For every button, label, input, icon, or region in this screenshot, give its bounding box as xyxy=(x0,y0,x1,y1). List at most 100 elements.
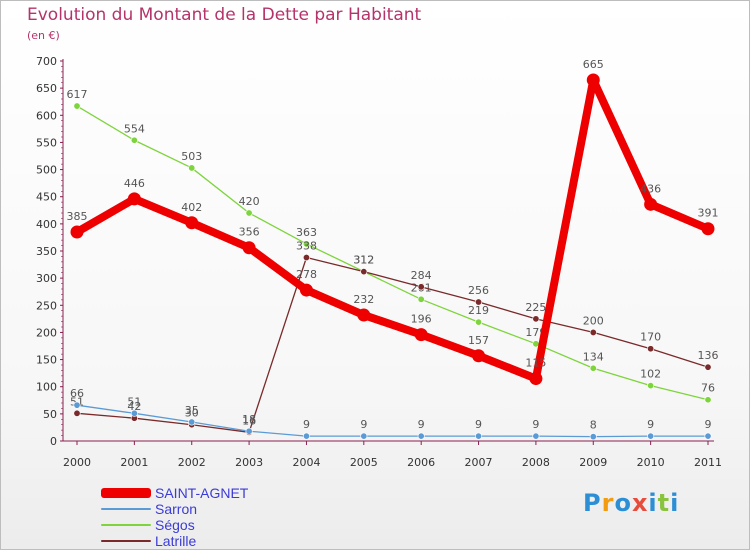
data-label: 200 xyxy=(583,314,604,327)
data-label: 436 xyxy=(640,182,661,195)
y-tick-label: 50 xyxy=(43,408,57,421)
series-line-ségos xyxy=(76,105,709,401)
data-label: 134 xyxy=(583,350,604,363)
x-tick-label: 2011 xyxy=(694,456,722,469)
data-point xyxy=(357,308,371,322)
x-tick-label: 2004 xyxy=(292,456,320,469)
data-label: 18 xyxy=(242,413,256,426)
data-label: 9 xyxy=(303,418,310,431)
legend-item-segos: Ségos xyxy=(101,517,301,533)
data-label: 8 xyxy=(590,419,597,432)
data-point xyxy=(73,401,81,409)
legend-item-saint-agnet: SAINT-AGNET xyxy=(101,485,301,501)
data-point xyxy=(647,432,655,440)
data-point xyxy=(586,73,600,87)
data-point xyxy=(532,432,540,440)
data-point xyxy=(475,318,483,326)
data-label: 665 xyxy=(583,58,604,71)
logo-letter: x xyxy=(631,489,649,517)
y-tick-label: 400 xyxy=(36,218,57,231)
y-tick-label: 250 xyxy=(36,299,57,312)
legend-swatch xyxy=(101,488,151,498)
data-label: 16 xyxy=(242,414,256,427)
data-point xyxy=(414,328,428,342)
data-point xyxy=(188,164,196,172)
x-tick-label: 2009 xyxy=(579,456,607,469)
data-label: 157 xyxy=(468,334,489,347)
data-label: 136 xyxy=(698,349,719,362)
legend-swatch xyxy=(101,508,151,510)
data-point xyxy=(475,298,483,306)
data-label: 385 xyxy=(67,210,88,223)
data-label: 232 xyxy=(353,293,374,306)
data-point xyxy=(701,222,715,236)
data-label: 284 xyxy=(411,269,432,282)
data-label: 9 xyxy=(647,418,654,431)
data-point xyxy=(589,364,597,372)
data-label: 225 xyxy=(525,301,546,314)
x-tick-label: 2010 xyxy=(637,456,665,469)
data-point xyxy=(127,192,141,206)
data-point xyxy=(70,225,84,239)
data-label: 115 xyxy=(525,357,546,370)
data-label: 278 xyxy=(296,268,317,281)
y-tick-label: 300 xyxy=(36,272,57,285)
data-label: 76 xyxy=(701,382,715,395)
data-point xyxy=(472,349,486,363)
legend-swatch xyxy=(101,540,151,542)
data-point xyxy=(188,418,196,426)
data-point xyxy=(130,409,138,417)
x-tick-label: 2005 xyxy=(350,456,378,469)
data-point xyxy=(644,197,658,211)
data-label: 420 xyxy=(239,195,260,208)
legend-label: SAINT-AGNET xyxy=(155,485,249,501)
proxiti-logo: Proxiti xyxy=(583,489,679,517)
data-point xyxy=(417,295,425,303)
data-point xyxy=(704,396,712,404)
data-label: 554 xyxy=(124,122,145,135)
data-point xyxy=(360,268,368,276)
y-tick-label: 450 xyxy=(36,191,57,204)
data-label: 196 xyxy=(411,313,432,326)
data-point xyxy=(475,432,483,440)
y-tick-label: 100 xyxy=(36,381,57,394)
data-label: 30 xyxy=(185,407,199,420)
data-label: 338 xyxy=(296,240,317,253)
data-label: 42 xyxy=(127,400,141,413)
data-label: 9 xyxy=(532,418,539,431)
data-point xyxy=(73,102,81,110)
y-tick-label: 550 xyxy=(36,136,57,149)
data-label: 312 xyxy=(353,254,374,267)
x-tick-label: 2006 xyxy=(407,456,435,469)
logo-letter: i xyxy=(670,489,680,517)
data-point xyxy=(360,432,368,440)
data-label: 170 xyxy=(640,331,661,344)
data-point xyxy=(130,136,138,144)
data-point xyxy=(242,241,256,255)
data-point xyxy=(647,382,655,390)
data-label: 9 xyxy=(360,418,367,431)
data-label: 402 xyxy=(181,201,202,214)
data-label: 35 xyxy=(185,404,199,417)
y-tick-label: 0 xyxy=(50,435,57,448)
x-tick-label: 2003 xyxy=(235,456,263,469)
data-label: 617 xyxy=(67,88,88,101)
data-point xyxy=(245,209,253,217)
data-label: 51 xyxy=(127,395,141,408)
data-label: 9 xyxy=(418,418,425,431)
data-point xyxy=(417,432,425,440)
x-tick-label: 2008 xyxy=(522,456,550,469)
data-point xyxy=(417,283,425,291)
data-point xyxy=(704,432,712,440)
data-point xyxy=(299,283,313,297)
chart-subtitle: (en €) xyxy=(27,29,60,42)
legend-item-sarron: Sarron xyxy=(101,501,301,517)
data-point xyxy=(185,216,199,230)
y-tick-label: 500 xyxy=(36,164,57,177)
data-label: 503 xyxy=(181,150,202,163)
logo-letter: i xyxy=(648,489,658,517)
data-label: 312 xyxy=(353,254,374,267)
data-point xyxy=(589,328,597,336)
legend-item-latrille: Latrille xyxy=(101,533,301,549)
